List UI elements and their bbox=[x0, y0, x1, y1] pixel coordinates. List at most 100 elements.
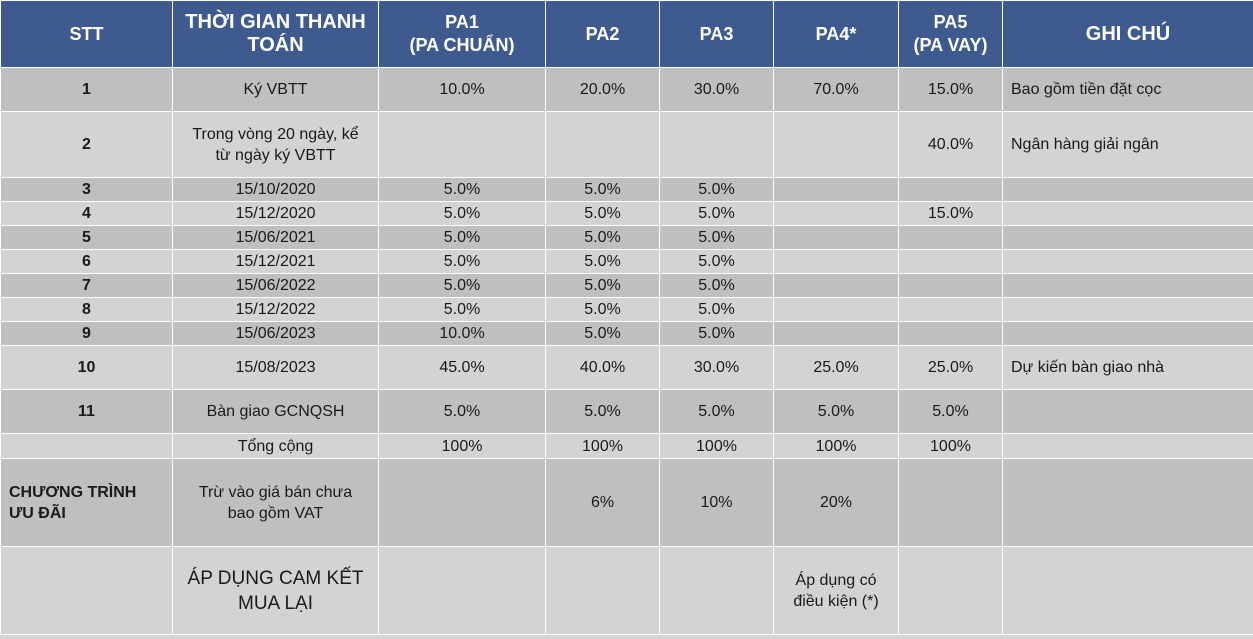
cell-pa2: 5.0% bbox=[545, 297, 660, 322]
cell-stt: 6 bbox=[0, 249, 173, 274]
cell-note bbox=[1002, 321, 1253, 346]
cell-pa4 bbox=[773, 321, 899, 346]
cell-stt bbox=[0, 546, 173, 635]
cell-stt: 4 bbox=[0, 201, 173, 226]
promo-pa5 bbox=[898, 458, 1003, 547]
cell-pa3: 5.0% bbox=[659, 297, 774, 322]
buyback-pa2 bbox=[545, 546, 660, 635]
cell-pa3: 5.0% bbox=[659, 177, 774, 202]
cell-note bbox=[1002, 433, 1253, 459]
header-pa2: PA2 bbox=[545, 0, 660, 68]
cell-stt: 3 bbox=[0, 177, 173, 202]
cell-pa3: 5.0% bbox=[659, 201, 774, 226]
cell-pa4 bbox=[773, 111, 899, 178]
cell-time: 15/08/2023 bbox=[172, 345, 379, 390]
cell-pa5 bbox=[898, 225, 1003, 250]
cell-time: Ký VBTT bbox=[172, 67, 379, 112]
buyback-pa4: Áp dụng có điều kiện (*) bbox=[773, 546, 899, 635]
cell-pa3 bbox=[659, 111, 774, 178]
cell-stt: 5 bbox=[0, 225, 173, 250]
header-note: GHI CHÚ bbox=[1002, 0, 1253, 68]
cell-pa1: 5.0% bbox=[378, 225, 546, 250]
total-pa2: 100% bbox=[545, 433, 660, 459]
cell-pa2: 5.0% bbox=[545, 273, 660, 298]
header-pa4: PA4* bbox=[773, 0, 899, 68]
cell-time: 15/06/2022 bbox=[172, 273, 379, 298]
buyback-pa3 bbox=[659, 546, 774, 635]
cell-pa1 bbox=[378, 111, 546, 178]
table-row: 10 15/08/2023 45.0% 40.0% 30.0% 25.0% 25… bbox=[0, 345, 1253, 390]
cell-note bbox=[1002, 546, 1253, 635]
cell-note bbox=[1002, 177, 1253, 202]
cell-pa4 bbox=[773, 201, 899, 226]
cell-note bbox=[1002, 201, 1253, 226]
cell-note bbox=[1002, 458, 1253, 547]
cell-pa5 bbox=[898, 321, 1003, 346]
cell-pa2: 20.0% bbox=[545, 67, 660, 112]
cell-pa1: 10.0% bbox=[378, 321, 546, 346]
table-row: 9 15/06/2023 10.0% 5.0% 5.0% bbox=[0, 321, 1253, 346]
table-row: 5 15/06/2021 5.0% 5.0% 5.0% bbox=[0, 225, 1253, 250]
cell-pa1: 5.0% bbox=[378, 273, 546, 298]
cell-pa1: 45.0% bbox=[378, 345, 546, 390]
table-row: 11 Bàn giao GCNQSH 5.0% 5.0% 5.0% 5.0% 5… bbox=[0, 389, 1253, 434]
cell-pa5: 15.0% bbox=[898, 67, 1003, 112]
cell-time: 15/10/2020 bbox=[172, 177, 379, 202]
promo-pa1 bbox=[378, 458, 546, 547]
cell-pa3: 5.0% bbox=[659, 225, 774, 250]
cell-note bbox=[1002, 297, 1253, 322]
cell-stt: 7 bbox=[0, 273, 173, 298]
cell-note: Ngân hàng giải ngân bbox=[1002, 111, 1253, 178]
cell-pa4: 25.0% bbox=[773, 345, 899, 390]
cell-pa3: 5.0% bbox=[659, 321, 774, 346]
cell-pa4 bbox=[773, 273, 899, 298]
cell-pa5: 15.0% bbox=[898, 201, 1003, 226]
cell-time: 15/12/2021 bbox=[172, 249, 379, 274]
table-row: 7 15/06/2022 5.0% 5.0% 5.0% bbox=[0, 273, 1253, 298]
promo-pa3: 10% bbox=[659, 458, 774, 547]
cell-pa1: 5.0% bbox=[378, 389, 546, 434]
cell-pa5 bbox=[898, 273, 1003, 298]
header-pa5: PA5 (PA VAY) bbox=[898, 0, 1003, 68]
total-pa3: 100% bbox=[659, 433, 774, 459]
header-payment-time: THỜI GIAN THANH TOÁN bbox=[172, 0, 379, 68]
total-pa1: 100% bbox=[378, 433, 546, 459]
header-row: STT THỜI GIAN THANH TOÁN PA1 (PA CHUẨN) PA… bbox=[0, 0, 1253, 68]
cell-pa5 bbox=[898, 177, 1003, 202]
promo-pa4: 20% bbox=[773, 458, 899, 547]
cell-note: Bao gồm tiền đặt cọc bbox=[1002, 67, 1253, 112]
header-pa1: PA1 (PA CHUẨN) bbox=[378, 0, 546, 68]
cell-pa2: 40.0% bbox=[545, 345, 660, 390]
cell-pa2: 5.0% bbox=[545, 321, 660, 346]
cell-stt: 10 bbox=[0, 345, 173, 390]
table-row: 3 15/10/2020 5.0% 5.0% 5.0% bbox=[0, 177, 1253, 202]
total-pa5: 100% bbox=[898, 433, 1003, 459]
cell-stt: 8 bbox=[0, 297, 173, 322]
table-row: 2 Trong vòng 20 ngày, kể từ ngày ký VBTT … bbox=[0, 111, 1253, 178]
cell-pa2: 5.0% bbox=[545, 389, 660, 434]
cell-pa4 bbox=[773, 177, 899, 202]
promo-title: CHƯƠNG TRÌNH ƯU ĐÃI bbox=[0, 458, 173, 547]
cell-note bbox=[1002, 273, 1253, 298]
cell-pa1: 5.0% bbox=[378, 297, 546, 322]
cell-note bbox=[1002, 249, 1253, 274]
cell-time: 15/12/2022 bbox=[172, 297, 379, 322]
buyback-label: ÁP DỤNG CAM KẾT MUA LẠI bbox=[172, 546, 379, 635]
table-row: 8 15/12/2022 5.0% 5.0% 5.0% bbox=[0, 297, 1253, 322]
buyback-row: ÁP DỤNG CAM KẾT MUA LẠI Áp dụng có điều ki… bbox=[0, 546, 1253, 635]
table-row: 1 Ký VBTT 10.0% 20.0% 30.0% 70.0% 15.0% … bbox=[0, 67, 1253, 112]
cell-pa2: 5.0% bbox=[545, 177, 660, 202]
cell-note bbox=[1002, 389, 1253, 434]
cell-pa3: 5.0% bbox=[659, 249, 774, 274]
cell-time: Trong vòng 20 ngày, kể từ ngày ký VBTT bbox=[172, 111, 379, 178]
cell-pa1: 5.0% bbox=[378, 201, 546, 226]
cell-pa5 bbox=[898, 297, 1003, 322]
cell-pa5: 40.0% bbox=[898, 111, 1003, 178]
cell-note bbox=[1002, 225, 1253, 250]
cell-pa2: 5.0% bbox=[545, 249, 660, 274]
buyback-pa1 bbox=[378, 546, 546, 635]
cell-stt: 11 bbox=[0, 389, 173, 434]
cell-stt: 2 bbox=[0, 111, 173, 178]
promo-row: CHƯƠNG TRÌNH ƯU ĐÃI Trừ vào giá bán chưa b… bbox=[0, 458, 1253, 547]
